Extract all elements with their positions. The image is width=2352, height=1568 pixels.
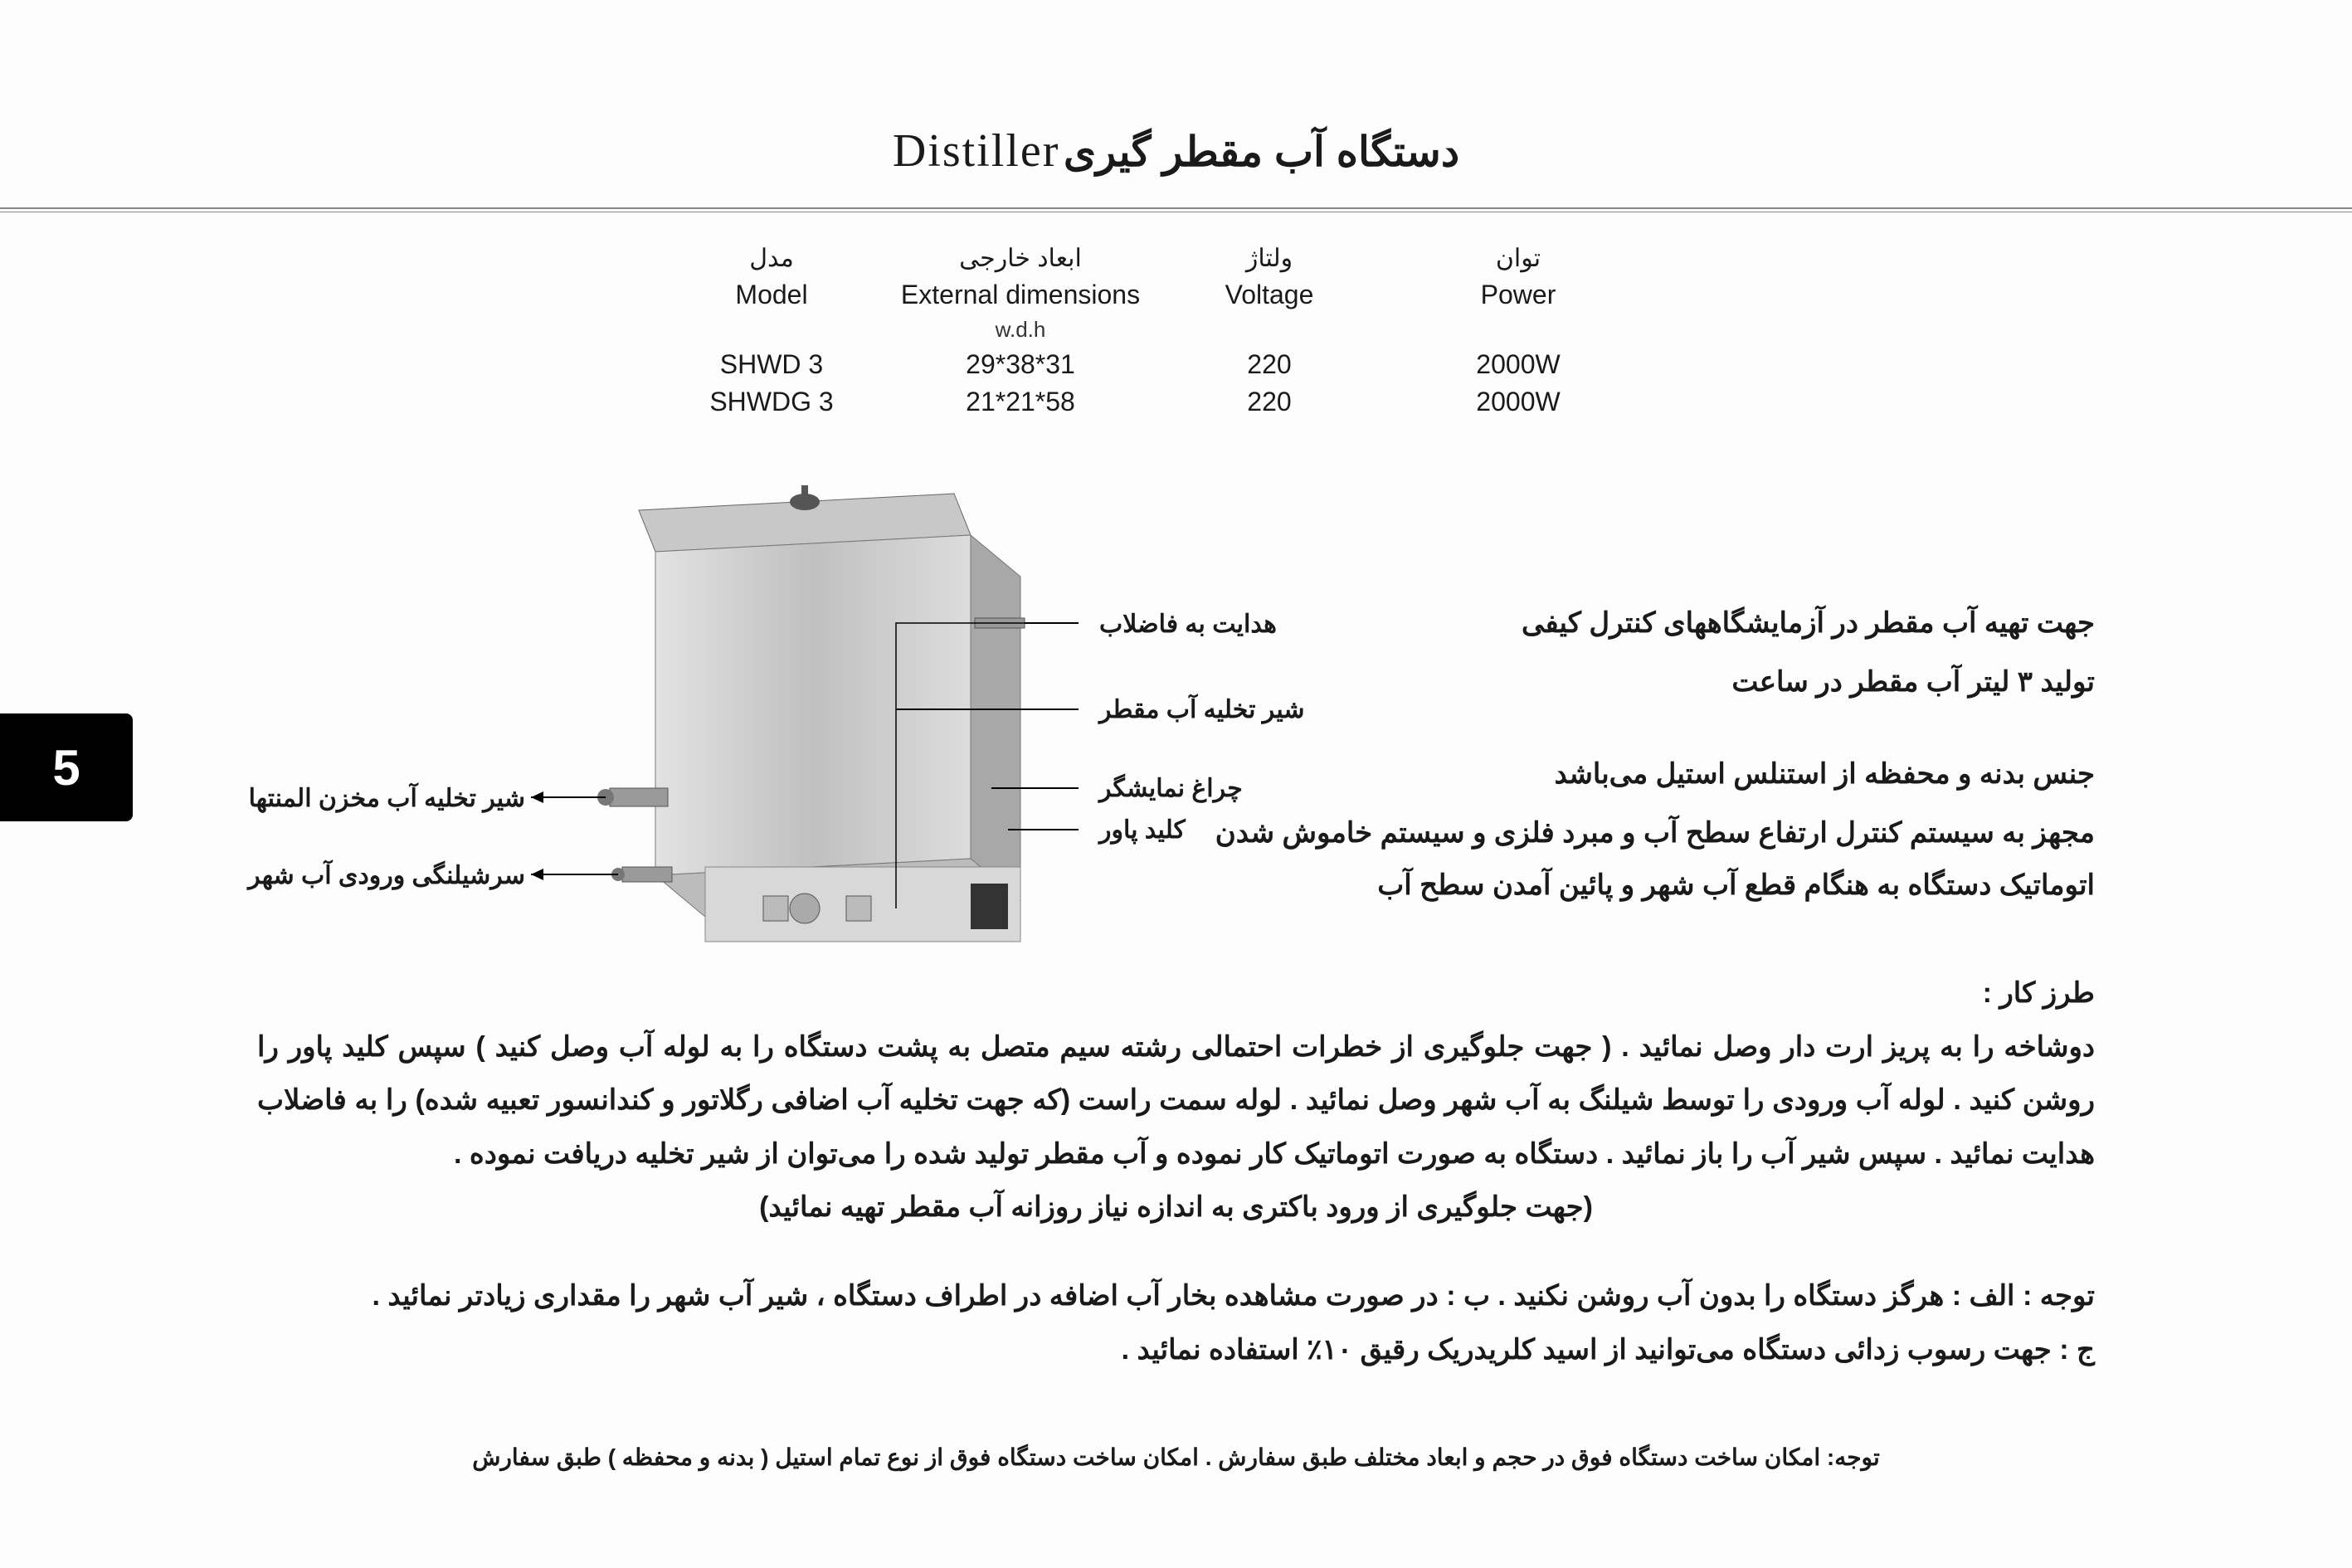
title-english: Distiller [893, 125, 1060, 177]
page-number: 5 [52, 739, 80, 796]
warning-line: ج : جهت رسوب زدائی دستگاه می‌توانید از ا… [257, 1323, 2095, 1377]
col-voltage-fa: ولتاژ [1145, 241, 1394, 276]
col-voltage-en: Voltage [1145, 276, 1394, 314]
cell-model: SHWD 3 [647, 346, 896, 383]
cell-power: 2000W [1394, 346, 1643, 383]
footnote: توجه: امکان ساخت دستگاه فوق در حجم و ابع… [257, 1444, 2095, 1471]
table-row: SHWDG 3 21*21*58 220 2000W [647, 383, 1643, 421]
cell-dims: 21*21*58 [896, 383, 1145, 421]
col-model-fa: مدل [647, 241, 896, 276]
col-dims-sub: w.d.h [896, 314, 1145, 346]
instructions-note: (جهت جلوگیری از ورود باکتری به اندازه نی… [257, 1181, 2095, 1234]
col-power-en: Power [1394, 276, 1643, 314]
specifications-table: مدل ابعاد خارجی ولتاژ توان Model Externa… [647, 241, 1643, 421]
callout-heater-drain: شیر تخلیه آب مخزن المنتها [243, 784, 525, 813]
col-dims-fa: ابعاد خارجی [896, 241, 1145, 276]
page-number-tab: 5 [0, 713, 133, 821]
col-power-fa: توان [1394, 241, 1643, 276]
page-title: Distiller دستگاه آب مقطر گیری [0, 124, 2352, 178]
cell-voltage: 220 [1145, 383, 1394, 421]
table-header-sub: w.d.h [647, 314, 1643, 346]
feature-line: مجهز به سیستم کنترل ارتفاع سطح آب و مبرد… [1157, 807, 2095, 912]
cell-model: SHWDG 3 [647, 383, 896, 421]
warning-line: توجه : الف : هرگز دستگاه را بدون آب روشن… [257, 1269, 2095, 1323]
col-model-en: Model [647, 276, 896, 314]
table-header-en: Model External dimensions Voltage Power [647, 276, 1643, 314]
device-diagram [514, 460, 1079, 991]
distiller-illustration [514, 460, 1079, 991]
col-dims-en: External dimensions [896, 276, 1145, 314]
instructions-block: طرز کار : دوشاخه را به پریز ارت دار وصل … [257, 967, 2095, 1234]
table-row: SHWD 3 29*38*31 220 2000W [647, 346, 1643, 383]
feature-line: جنس بدنه و محفظه از استنلس استیل می‌باشد [1157, 748, 2095, 801]
cell-voltage: 220 [1145, 346, 1394, 383]
table-header-fa: مدل ابعاد خارجی ولتاژ توان [647, 241, 1643, 276]
cell-power: 2000W [1394, 383, 1643, 421]
features-block: جهت تهیه آب مقطر در آزمایشگاههای کنترل ک… [1157, 597, 2095, 918]
warnings-block: توجه : الف : هرگز دستگاه را بدون آب روشن… [257, 1269, 2095, 1376]
feature-line: جهت تهیه آب مقطر در آزمایشگاههای کنترل ک… [1157, 597, 2095, 650]
cell-dims: 29*38*31 [896, 346, 1145, 383]
title-farsi: دستگاه آب مقطر گیری [1064, 129, 1459, 175]
instructions-heading: طرز کار : [1983, 977, 2095, 1009]
feature-line: تولید ۳ لیتر آب مقطر در ساعت [1157, 656, 2095, 709]
instructions-body: دوشاخه را به پریز ارت دار وصل نمائید . (… [257, 1031, 2095, 1170]
callout-city-water-inlet: سرشیلنگی ورودی آب شهر [243, 861, 525, 890]
horizontal-rule [0, 207, 2352, 212]
